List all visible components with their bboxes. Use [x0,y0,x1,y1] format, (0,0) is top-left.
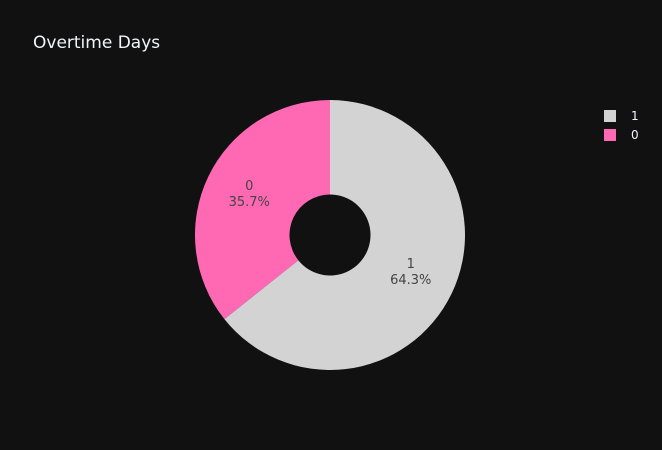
slice-percent-1: 64.3% [390,273,431,288]
legend-item-1[interactable]: 1 [604,106,639,125]
legend-label-1: 1 [631,108,639,123]
legend-swatch-0 [604,128,616,141]
legend-label-0: 0 [631,127,639,142]
slice-1[interactable] [224,100,465,370]
slice-label-1: 1 [407,257,415,272]
legend-item-0[interactable]: 0 [604,125,639,144]
legend: 1 0 [604,106,639,144]
slice-label-0: 0 [245,179,253,194]
labels-layer: 164.3% 035.7% [229,179,432,288]
slices-layer [194,100,465,370]
slice-percent-0: 35.7% [229,195,270,210]
legend-swatch-1 [604,109,616,122]
chart-title: Overtime Days [33,33,161,53]
slice-0[interactable] [194,100,330,320]
